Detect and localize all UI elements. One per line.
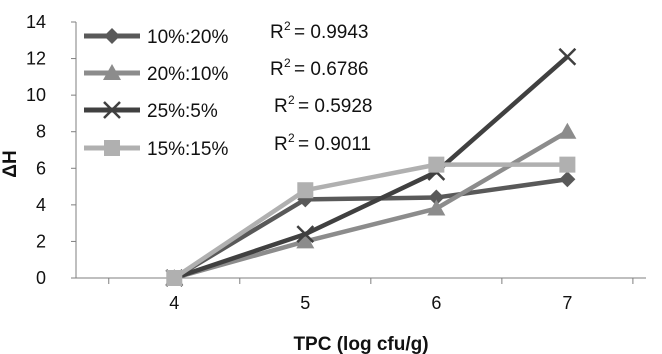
data-point: [559, 171, 576, 188]
series-line: [173, 129, 569, 281]
x-axis-title: TPC (log cfu/g): [293, 334, 428, 354]
y-axis-title: ΔH: [0, 150, 21, 177]
data-point: [297, 182, 314, 199]
y-tick-label: 6: [36, 158, 46, 178]
r-squared-symbol: R: [270, 22, 284, 43]
r-squared-value: = 0.5928: [298, 96, 373, 117]
legend-marker: [104, 28, 120, 44]
series-line: [173, 55, 569, 281]
y-tick-label: 14: [26, 12, 46, 32]
r-squared-annotation: R 2 = 0.9011: [274, 131, 371, 155]
series-line: [173, 177, 568, 280]
legend-entry: 25%:5%: [84, 101, 218, 122]
r-squared-superscript: 2: [288, 93, 295, 107]
r-squared-superscript: 2: [288, 131, 295, 145]
chart-axes: 0 2 4 6 8 10 12 14 4 5 6 7: [26, 12, 646, 313]
series-0: [166, 171, 576, 286]
y-tick-label: 2: [36, 231, 46, 251]
r-squared-symbol: R: [274, 134, 288, 155]
x-tick-label: 6: [431, 293, 441, 313]
r-squared-value: = 0.6786: [294, 59, 369, 80]
chart-series: [165, 47, 577, 287]
y-tick-label: 8: [36, 122, 46, 142]
legend-marker: [103, 64, 121, 80]
x-tick-label: 4: [169, 293, 179, 313]
legend-entry: 15%:15%: [84, 139, 228, 160]
series-3: [166, 156, 576, 286]
r-squared-superscript: 2: [284, 56, 291, 70]
y-tick-label: 10: [26, 85, 46, 105]
y-tick-label: 0: [36, 268, 46, 288]
r-squared-annotation: R 2 = 0.5928: [274, 93, 373, 117]
data-point: [166, 270, 183, 286]
legend-label: 10%:20%: [147, 27, 228, 48]
r-squared-superscript: 2: [284, 19, 291, 33]
data-point: [428, 156, 445, 173]
legend-marker: [104, 140, 120, 156]
legend-label: 15%:15%: [147, 139, 228, 160]
legend-entry: 20%:10%: [84, 64, 228, 85]
y-tick-label: 4: [36, 195, 46, 215]
series-line: [173, 162, 568, 280]
data-point: [558, 122, 577, 139]
data-point: [428, 189, 445, 206]
y-tick-label: 12: [26, 49, 46, 69]
x-tick-label: 5: [300, 293, 310, 313]
r-squared-annotation: R 2 = 0.6786: [270, 56, 369, 80]
data-point: [427, 199, 446, 216]
r-squared-value: = 0.9943: [294, 22, 369, 43]
x-tick-label: 7: [562, 293, 572, 313]
r-squared-value: = 0.9011: [298, 134, 371, 155]
data-point: [296, 232, 315, 249]
legend-label: 25%:5%: [147, 101, 218, 122]
data-point: [558, 47, 577, 66]
legend-marker: [103, 101, 121, 119]
data-point: [559, 156, 576, 173]
legend-label: 20%:10%: [147, 64, 228, 85]
r-squared-symbol: R: [270, 59, 284, 80]
r-squared-annotation: R 2 = 0.9943: [270, 19, 369, 43]
legend-entry: 10%:20%: [84, 27, 228, 48]
r-squared-symbol: R: [274, 96, 288, 117]
data-point: [296, 225, 315, 243]
